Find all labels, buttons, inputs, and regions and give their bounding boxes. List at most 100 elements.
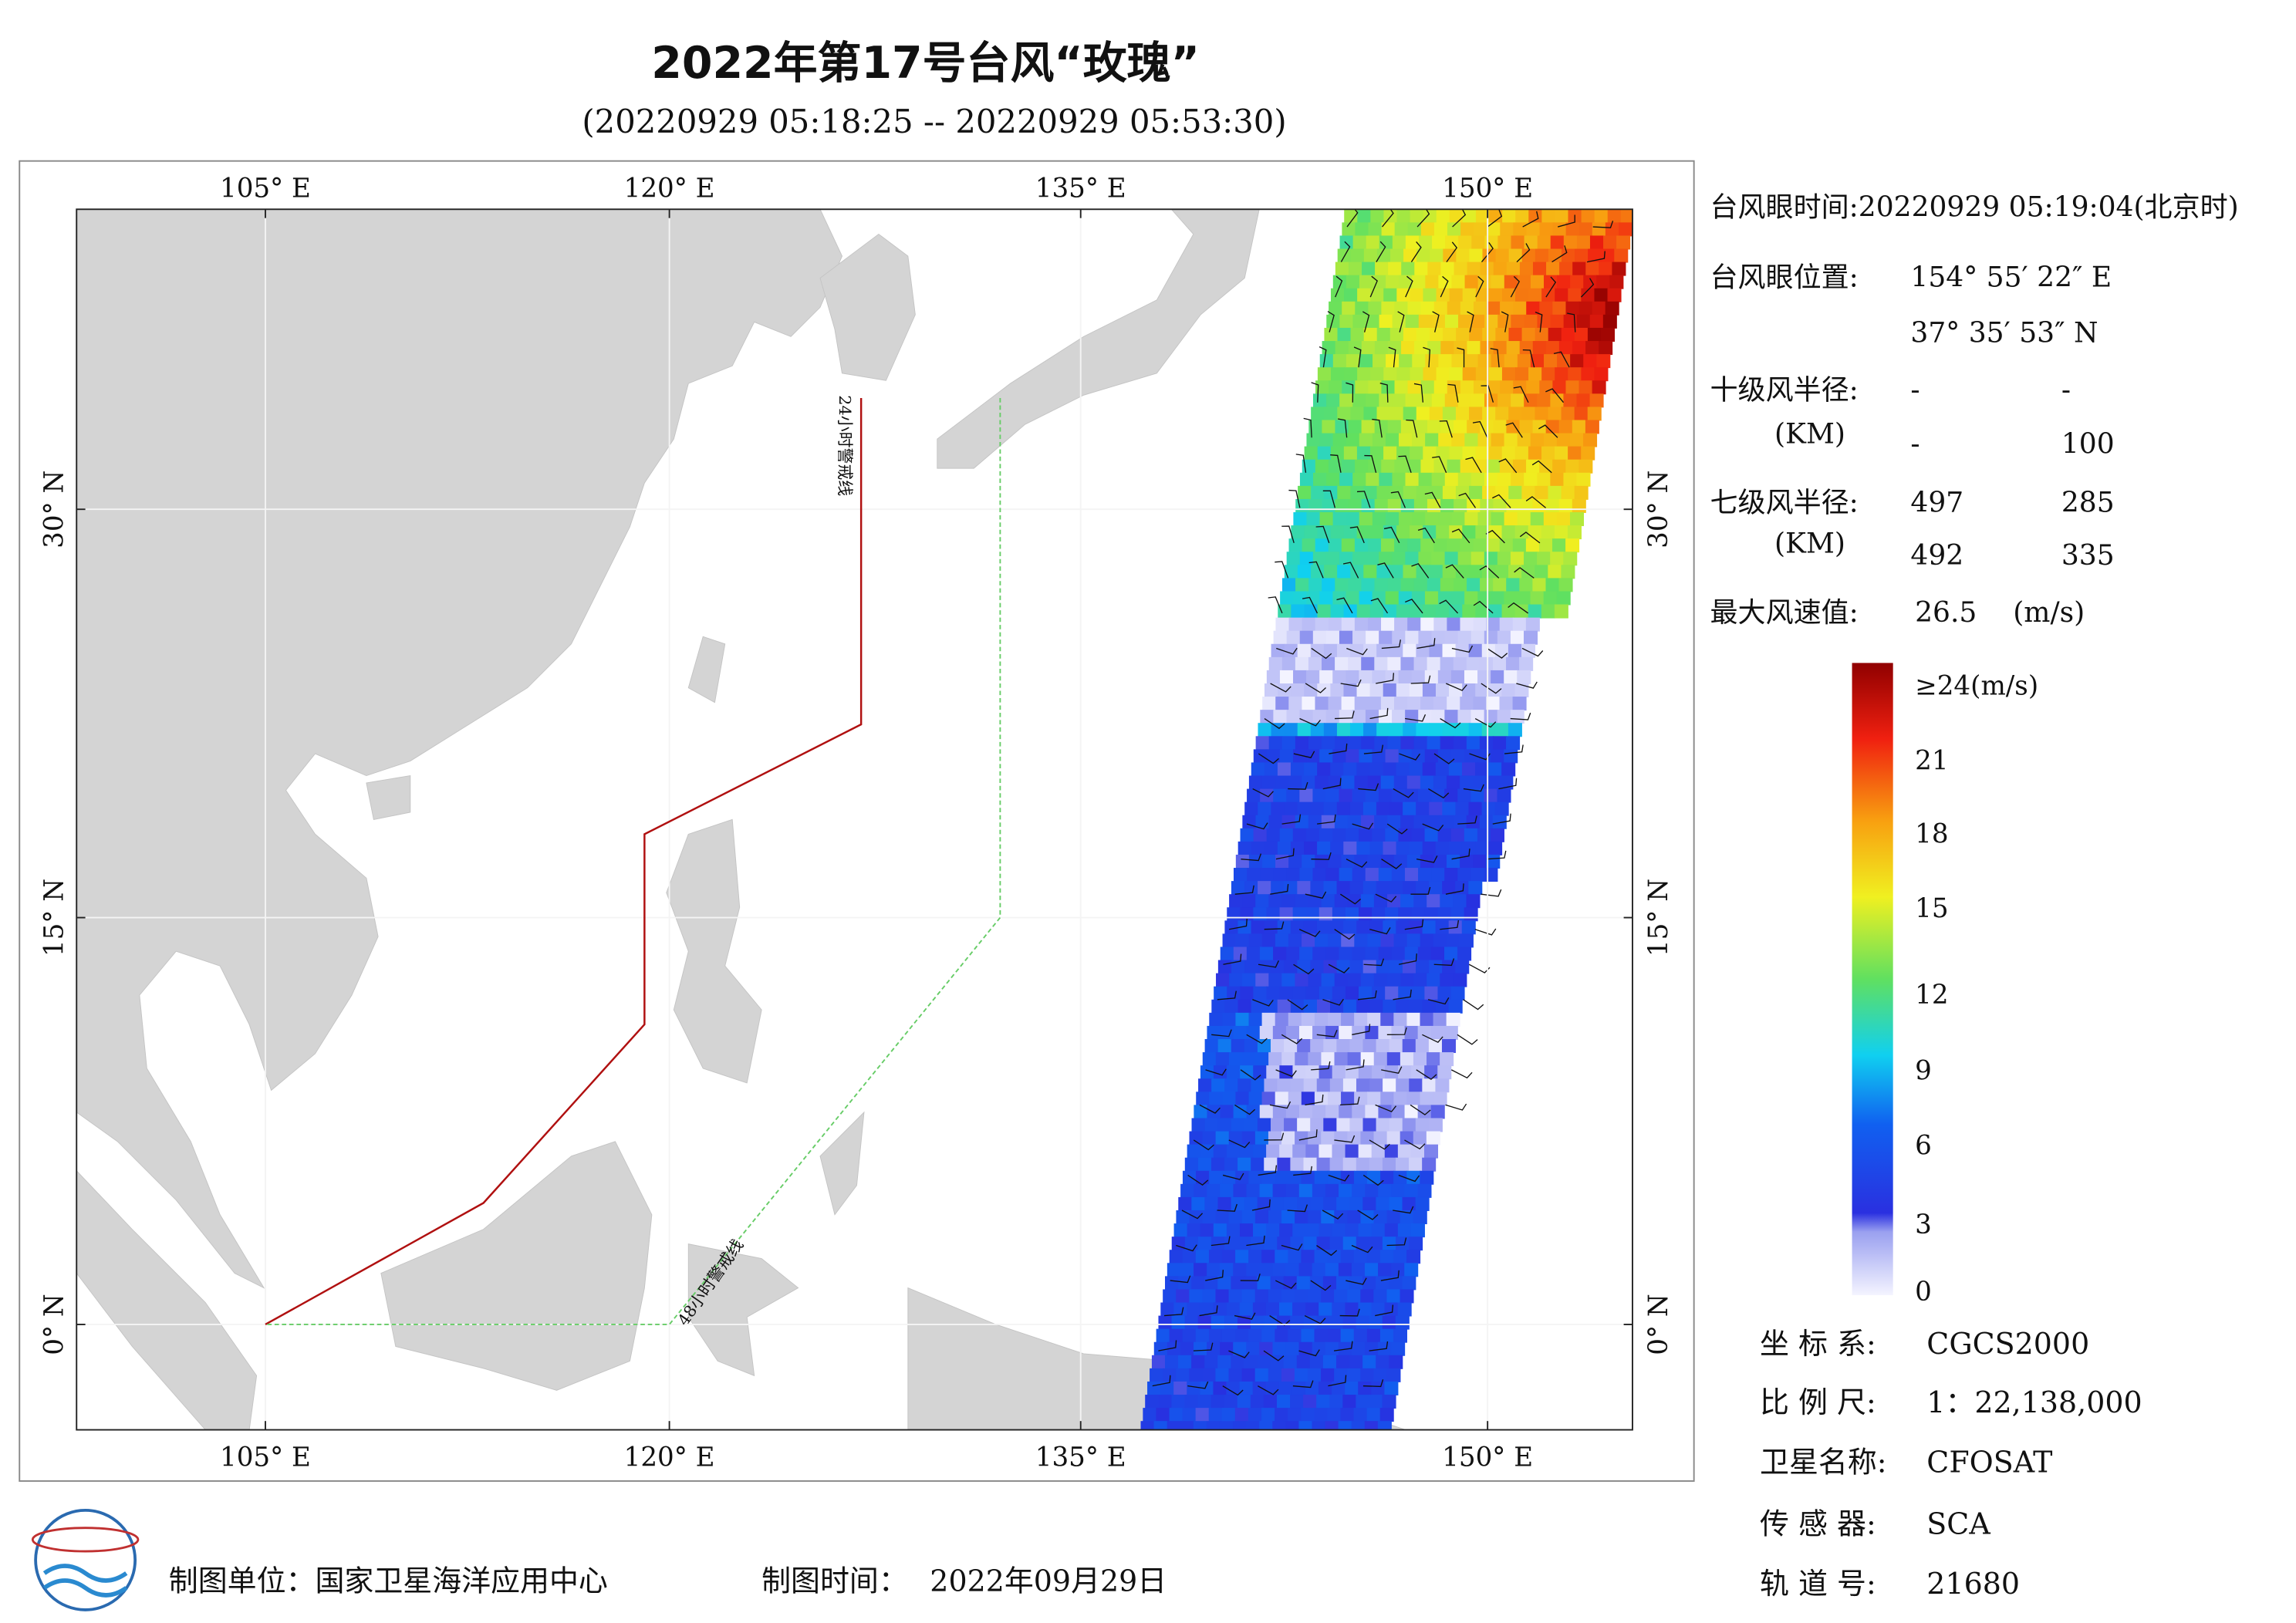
swath-cell	[1383, 604, 1397, 619]
swath-cell	[1481, 565, 1496, 579]
swath-cell	[1486, 617, 1501, 632]
wind-barb	[1327, 311, 1335, 332]
swath-cell	[1366, 552, 1380, 566]
swath-cell	[1362, 1118, 1377, 1132]
swath-cell	[1285, 1421, 1300, 1430]
swath-cell	[1240, 986, 1254, 1000]
swath-cell	[1335, 341, 1349, 356]
wind-barb	[1246, 822, 1268, 830]
swath-cell	[1173, 1223, 1188, 1238]
swath-cell	[1521, 248, 1536, 263]
wind-barb	[1487, 647, 1508, 659]
r10-unit: (KM)	[1774, 418, 1845, 450]
swath-cell	[1165, 1355, 1180, 1369]
wind-barb	[1349, 526, 1365, 544]
swath-cell	[1475, 446, 1490, 461]
wind-barb	[1510, 275, 1521, 298]
swath-cell	[1322, 341, 1336, 356]
wind-barb	[1481, 889, 1502, 897]
swath-cell	[1277, 1078, 1292, 1093]
lon-label: 150° E	[1442, 1442, 1533, 1473]
swath-cell	[1302, 697, 1316, 711]
swath-cell	[1351, 1341, 1366, 1356]
wind-barb	[1551, 245, 1568, 263]
swath-cell	[1382, 1395, 1396, 1409]
swath-cell	[1353, 1408, 1368, 1422]
swath-cell	[1178, 1276, 1193, 1291]
swath-cell	[1449, 209, 1464, 224]
swath-cell	[1314, 1170, 1329, 1185]
swath-cell	[1228, 1368, 1243, 1382]
swath-cell	[1299, 868, 1314, 882]
swath-cell	[1323, 881, 1338, 896]
swath-cell	[1380, 1092, 1395, 1106]
swath-cell	[1563, 235, 1578, 250]
swath-cell	[1288, 854, 1303, 869]
swath-cell	[1180, 1421, 1194, 1430]
wind-barb	[1472, 420, 1488, 438]
wind-swath	[1140, 209, 1633, 1430]
swath-cell	[1403, 407, 1417, 421]
swath-cell	[1268, 1131, 1282, 1146]
wind-barb	[1405, 275, 1413, 298]
swath-cell	[1338, 1421, 1352, 1430]
wind-barb	[1353, 346, 1362, 368]
swath-cell	[1477, 512, 1492, 527]
swath-cell	[1329, 1237, 1344, 1251]
r10-value: -	[1910, 374, 1920, 406]
swath-cell	[1405, 472, 1420, 487]
swath-cell	[1412, 433, 1427, 447]
swath-cell	[1373, 1289, 1388, 1304]
swath-cell	[1393, 1012, 1408, 1027]
swath-cell	[1400, 1210, 1414, 1225]
swath-cell	[1393, 1092, 1408, 1106]
swath-cell	[1347, 1289, 1362, 1304]
swath-cell	[1561, 407, 1575, 421]
swath-cell	[1316, 999, 1331, 1014]
graticule	[76, 209, 1633, 1430]
swath-cell	[1169, 1408, 1183, 1422]
swath-cell	[1151, 1355, 1166, 1369]
r7-value: 497	[1910, 488, 1963, 519]
wind-barb	[1163, 1307, 1184, 1317]
swath-cell	[1369, 604, 1384, 619]
swath-cell	[1220, 1105, 1234, 1119]
swath-cell	[1228, 1052, 1243, 1067]
swath-cell	[1288, 1328, 1302, 1343]
swath-cell	[1589, 235, 1604, 250]
swath-cell	[1275, 697, 1290, 711]
swath-cell	[1410, 209, 1424, 224]
swath-cell	[1423, 288, 1437, 302]
wind-barb	[1498, 458, 1518, 474]
swath-cell	[1521, 327, 1536, 342]
swath-cell	[1462, 525, 1477, 540]
swath-cell	[1343, 841, 1358, 855]
colorbar-label: 3	[1915, 1210, 1932, 1240]
swath-cell	[1351, 1263, 1366, 1277]
swath-cell	[1406, 697, 1422, 711]
swath-cell	[1312, 710, 1327, 724]
wind-barb	[1281, 1243, 1303, 1251]
swath-cell	[1378, 946, 1393, 961]
swath-cell	[1285, 1183, 1300, 1198]
swath-cell	[1486, 459, 1501, 474]
swath-cell	[1321, 894, 1335, 909]
swath-cell	[1327, 1328, 1342, 1343]
swath-cell	[1599, 341, 1613, 356]
swath-cell	[1438, 433, 1453, 447]
swath-cell	[1511, 314, 1525, 329]
swath-cell	[1209, 1012, 1224, 1027]
swath-cell	[1279, 670, 1294, 684]
swath-cell	[1410, 446, 1424, 461]
swath-cell	[1420, 617, 1435, 632]
swath-cell	[1436, 446, 1450, 461]
swath-cell	[1284, 565, 1298, 579]
swath-cell	[1453, 973, 1467, 987]
swath-cell	[1325, 1263, 1339, 1277]
swath-cell	[1349, 1039, 1364, 1054]
swath-cell	[1220, 1341, 1234, 1356]
swath-cell	[1275, 617, 1290, 632]
swath-cell	[1286, 710, 1301, 724]
swath-cell	[1437, 828, 1452, 842]
swath-cell	[1292, 828, 1307, 842]
